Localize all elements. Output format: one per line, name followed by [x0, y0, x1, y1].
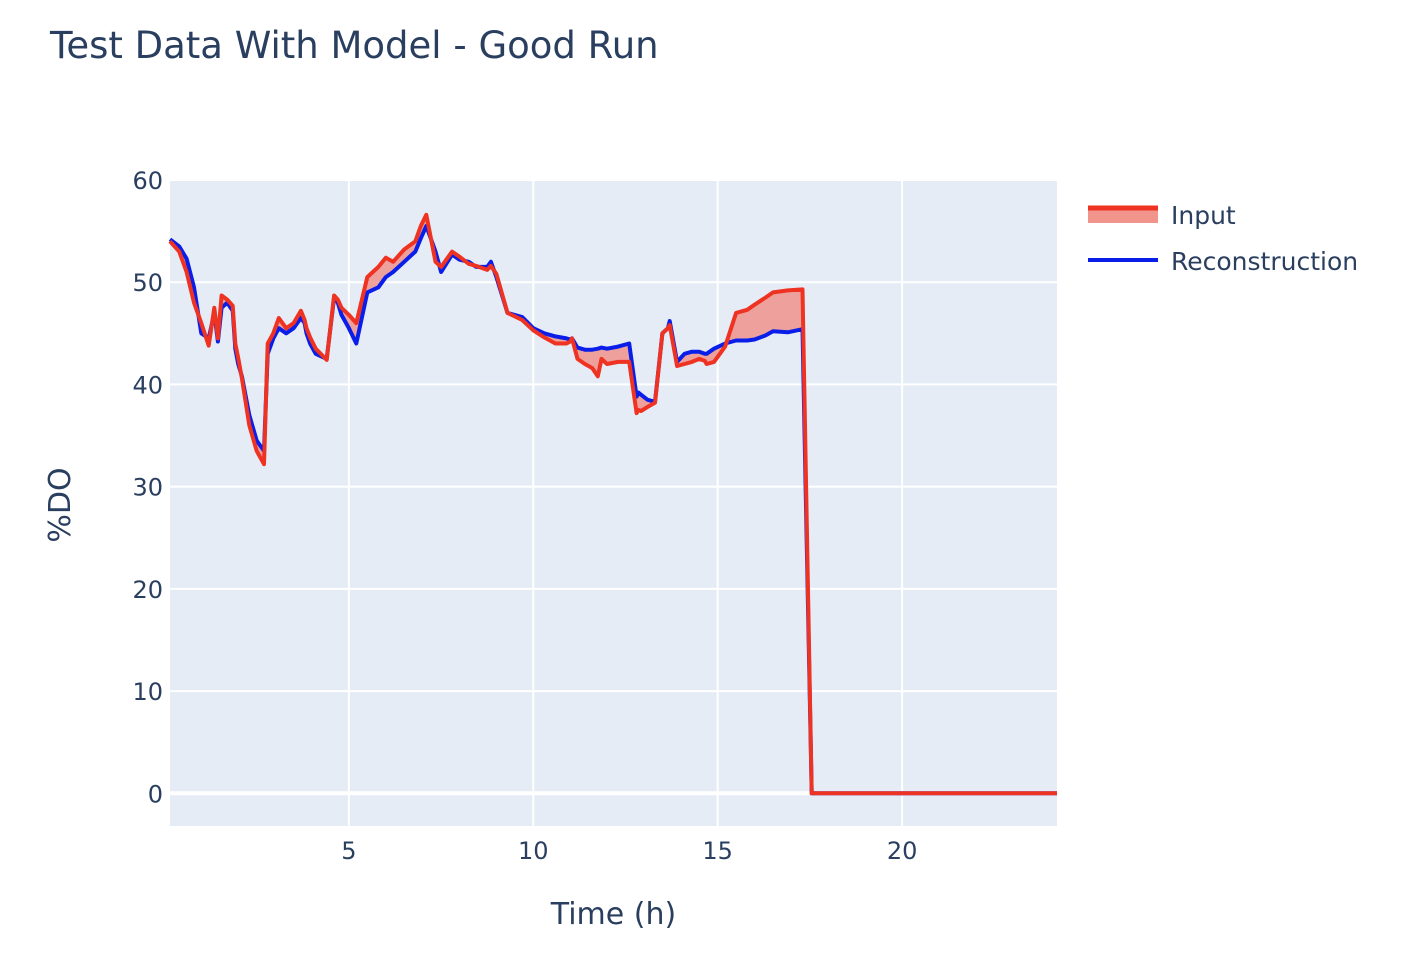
y-tick-label: 20	[132, 576, 163, 604]
legend-item-input[interactable]: Input	[1088, 201, 1236, 230]
x-tick-labels: 5 10 15 20	[341, 837, 917, 865]
x-tick-label: 5	[341, 837, 356, 865]
y-tick-labels: 0 10 20 30 40 50 60	[132, 167, 163, 808]
legend-item-reconstruction[interactable]: Reconstruction	[1088, 247, 1358, 276]
y-tick-label: 30	[132, 474, 163, 502]
legend[interactable]: Input Reconstruction	[1088, 201, 1358, 276]
x-tick-label: 20	[887, 837, 918, 865]
x-tick-label: 10	[518, 837, 549, 865]
series-input-line	[168, 212, 1057, 796]
legend-label-reconstruction: Reconstruction	[1171, 247, 1358, 276]
y-tick-label: 40	[132, 371, 163, 399]
grid-lines	[170, 179, 1057, 826]
x-axis-title: Time (h)	[550, 897, 676, 932]
y-tick-label: 60	[132, 167, 163, 195]
legend-label-input: Input	[1171, 201, 1236, 230]
plot-area	[170, 180, 1057, 826]
series-lines	[168, 212, 1057, 796]
y-tick-label: 10	[132, 678, 163, 706]
x-tick-label: 15	[702, 837, 733, 865]
chart-title: Test Data With Model - Good Run	[49, 24, 659, 67]
y-axis-title: %DO	[43, 467, 78, 542]
y-tick-label: 0	[148, 780, 163, 808]
y-tick-label: 50	[132, 269, 163, 297]
